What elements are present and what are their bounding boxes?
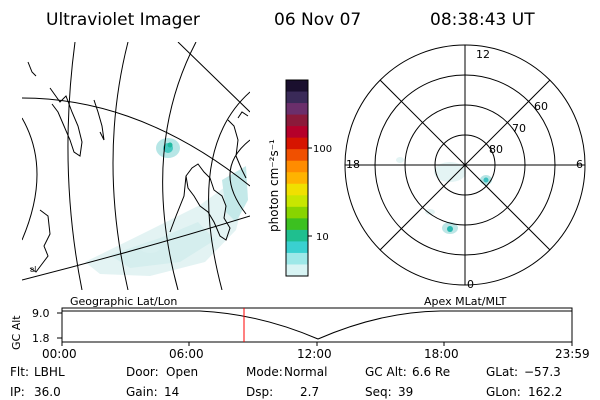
seq-label: Seq:: [365, 385, 392, 399]
colorbar: 100 10 photon cm⁻²s⁻¹: [267, 79, 332, 277]
header: Ultraviolet Imager 06 Nov 07 08:38:43 UT: [46, 10, 535, 30]
glon-label: GLon:: [486, 385, 521, 399]
timeline-ytick-high: 9.0: [32, 307, 50, 320]
colorbar-band: [286, 183, 308, 196]
colorbar-tick-label-10: 10: [316, 232, 329, 243]
colorbar-band: [286, 114, 308, 127]
info-table: Flt: LBHL Door: Open Mode: Normal GC Alt…: [10, 365, 562, 399]
colorbar-band: [286, 80, 308, 93]
mlt-label-12: 12: [476, 48, 490, 61]
seq-value: 39: [398, 385, 413, 399]
geo-edge-mark: ƨl: [30, 265, 36, 274]
mlt-label-6: 6: [576, 158, 583, 171]
colorbar-band: [286, 264, 308, 277]
mode-value: Normal: [284, 365, 327, 379]
coastlines: [27, 61, 249, 273]
xtick-0600: 06:00: [169, 347, 204, 361]
colorbar-band: [286, 149, 308, 162]
filter-label: Flt:: [10, 365, 29, 379]
dsp-label: Dsp:: [246, 385, 273, 399]
geo-grid-lat: [22, 42, 250, 290]
glon-value: 162.2: [528, 385, 562, 399]
glat-label: GLat:: [486, 365, 518, 379]
colorbar-band: [286, 160, 308, 173]
xtick-1200: 12:00: [297, 347, 332, 361]
aurora-emission: [85, 138, 248, 276]
polar-grid: [344, 44, 586, 286]
date-text: 06 Nov 07: [274, 10, 361, 30]
timeline-frame: [61, 307, 573, 343]
colorbar-bands: [286, 80, 308, 277]
geo-grid-lon: [22, 42, 250, 281]
instrument-title: Ultraviolet Imager: [46, 10, 200, 30]
lat-label-60: 60: [534, 100, 548, 113]
colorbar-band: [286, 241, 308, 254]
geographic-image-panel: ƨl: [22, 42, 250, 290]
colorbar-band: [286, 206, 308, 219]
mode-label: Mode:: [246, 365, 283, 379]
lat-label-80: 80: [489, 143, 503, 156]
dsp-value: 2.7: [300, 385, 319, 399]
colorbar-band: [286, 126, 308, 139]
timeline-x-ticks: [61, 342, 573, 346]
orbit-timeline: Geographic Lat/Lon Apex MLat/MLT GC Alt …: [10, 295, 590, 361]
gcalt-label: GC Alt:: [365, 365, 407, 379]
ip-label: IP:: [10, 385, 25, 399]
lat-label-70: 70: [512, 122, 526, 135]
filter-value: LBHL: [34, 365, 65, 379]
altitude-curve: [62, 310, 572, 340]
ip-value: 36.0: [34, 385, 61, 399]
colorbar-unit-label: photon cm⁻²s⁻¹: [267, 139, 281, 232]
mlt-label-18: 18: [346, 158, 360, 171]
gcalt-value: 6.6 Re: [412, 365, 450, 379]
colorbar-band: [286, 195, 308, 208]
mlt-label-0: 0: [467, 278, 474, 291]
timeline-axis-label: GC Alt: [10, 315, 23, 350]
timeline-right-title: Apex MLat/MLT: [424, 295, 507, 308]
timeline-left-title: Geographic Lat/Lon: [70, 295, 177, 308]
timeline-ytick-low: 1.8: [32, 332, 50, 345]
colorbar-band: [286, 218, 308, 231]
colorbar-tick-label-100: 100: [313, 144, 332, 155]
colorbar-band: [286, 229, 308, 243]
colorbar-band: [286, 252, 308, 266]
colorbar-frame: [285, 79, 309, 277]
colorbar-band: [286, 103, 308, 116]
colorbar-band: [286, 137, 308, 150]
colorbar-band: [286, 172, 308, 185]
door-value: Open: [166, 365, 198, 379]
colorbar-band: [286, 91, 308, 104]
door-label: Door:: [126, 365, 159, 379]
polar-plot: 12 18 6 0 60 70 80: [344, 44, 586, 291]
gain-value: 14: [164, 385, 179, 399]
glat-value: −57.3: [524, 365, 561, 379]
time-text: 08:38:43 UT: [430, 10, 535, 30]
xtick-1800: 18:00: [424, 347, 459, 361]
xtick-2359: 23:59: [555, 347, 590, 361]
polar-aurora: [396, 157, 492, 234]
xtick-0000: 00:00: [42, 347, 77, 361]
gain-label: Gain:: [126, 385, 158, 399]
